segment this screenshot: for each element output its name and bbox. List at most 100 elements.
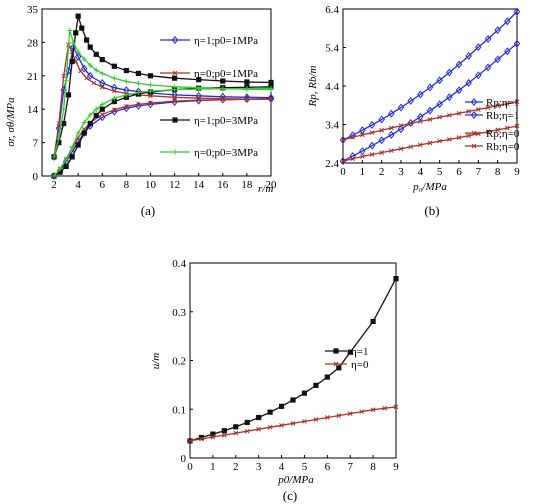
- data-point: [233, 424, 239, 430]
- data-point: [417, 142, 423, 148]
- data-point: [446, 68, 453, 77]
- data-point: [57, 166, 63, 172]
- x-tick-label: 5: [437, 166, 443, 178]
- data-point: [69, 144, 75, 150]
- data-point: [256, 414, 262, 421]
- data-point: [123, 92, 129, 98]
- data-point: [81, 120, 87, 126]
- data-point: [455, 86, 463, 95]
- panel-label: (b): [424, 203, 439, 218]
- data-point: [437, 114, 443, 120]
- data-point: [99, 70, 105, 76]
- data-point: [504, 125, 510, 131]
- data-point: [378, 115, 385, 124]
- x-axis-label: p0/MPa: [277, 474, 314, 486]
- data-point: [63, 163, 69, 170]
- y-tick-label: 21: [27, 71, 38, 83]
- data-point: [172, 94, 177, 100]
- data-point: [456, 135, 462, 140]
- data-point: [79, 25, 85, 31]
- legend-marker: [471, 130, 477, 136]
- data-point: [61, 106, 67, 112]
- data-point: [514, 123, 520, 129]
- data-point: [233, 430, 239, 436]
- data-point: [87, 112, 93, 118]
- data-point: [336, 413, 342, 418]
- data-point: [267, 424, 273, 430]
- series-line-0: [342, 11, 518, 141]
- data-point: [99, 78, 106, 87]
- data-point: [336, 365, 342, 371]
- data-point: [417, 90, 424, 99]
- x-tick-label: 20: [266, 179, 278, 191]
- data-point: [244, 79, 250, 85]
- data-point: [75, 130, 81, 136]
- data-point: [123, 79, 129, 85]
- data-point: [301, 390, 308, 396]
- data-point: [437, 138, 443, 144]
- data-point: [81, 56, 87, 62]
- data-point: [324, 415, 330, 420]
- data-point: [87, 62, 93, 68]
- data-point: [99, 101, 105, 107]
- data-point: [220, 97, 226, 103]
- data-point: [359, 154, 365, 159]
- data-point: [368, 141, 376, 150]
- x-tick-label: 2: [233, 461, 239, 473]
- data-point: [349, 131, 356, 140]
- data-point: [359, 409, 365, 415]
- data-point: [220, 86, 226, 92]
- data-point: [148, 100, 153, 106]
- y-tick-label: 0.4: [172, 258, 186, 270]
- data-point: [61, 120, 67, 127]
- y-axis-label: u/m: [150, 353, 162, 370]
- data-point: [195, 91, 202, 100]
- y-tick-label: 0.2: [172, 356, 186, 368]
- data-point: [369, 152, 375, 157]
- data-point: [514, 99, 520, 105]
- x-tick-label: 1: [360, 166, 366, 178]
- data-point: [210, 431, 216, 437]
- data-point: [135, 80, 141, 86]
- data-point: [398, 123, 404, 129]
- x-axis-label: r/m: [258, 183, 273, 195]
- x-tick-label: 18: [241, 179, 253, 191]
- data-point: [302, 419, 307, 424]
- data-point: [73, 30, 79, 36]
- data-point: [397, 103, 405, 112]
- data-point: [136, 102, 141, 107]
- data-point: [69, 154, 75, 160]
- data-point: [198, 434, 205, 441]
- x-tick-label: 6: [325, 461, 331, 473]
- data-point: [75, 13, 81, 19]
- data-point: [93, 112, 99, 119]
- data-point: [56, 140, 62, 146]
- chart-panel-a: 2 4 6 8 10 12 14 16 18 20 0 7 14 21 28 35 r/m σr, σθ/MPa (…: [5, 4, 277, 218]
- data-point: [388, 109, 395, 118]
- data-point: [350, 134, 356, 140]
- data-point: [347, 349, 353, 355]
- data-point: [379, 127, 385, 133]
- data-point: [279, 422, 284, 428]
- data-point: [446, 137, 452, 142]
- series-line-7: [53, 87, 272, 177]
- data-point: [63, 78, 69, 84]
- data-point: [93, 106, 99, 112]
- data-point: [290, 421, 296, 426]
- data-point: [426, 106, 434, 115]
- data-point: [407, 97, 414, 106]
- data-point: [268, 79, 274, 86]
- data-point: [80, 64, 88, 73]
- legend-marker: [470, 98, 478, 106]
- legend-marker: [172, 149, 178, 155]
- x-tick-label: 10: [145, 179, 157, 191]
- data-point: [313, 417, 319, 422]
- data-point: [56, 135, 62, 141]
- data-point: [244, 86, 250, 92]
- legend-marker: [171, 36, 179, 44]
- data-point: [244, 419, 250, 426]
- data-point: [135, 90, 141, 95]
- data-point: [111, 75, 117, 81]
- data-point: [388, 148, 394, 154]
